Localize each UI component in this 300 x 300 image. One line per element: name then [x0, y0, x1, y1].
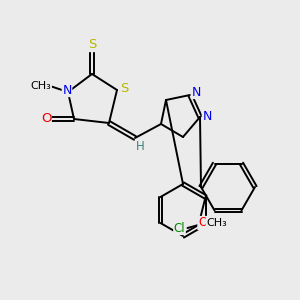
Text: N: N	[202, 110, 212, 124]
Text: S: S	[88, 38, 96, 52]
Text: N: N	[191, 85, 201, 98]
Text: CH₃: CH₃	[31, 81, 51, 91]
Text: O: O	[198, 217, 207, 230]
Text: O: O	[41, 112, 51, 125]
Text: N: N	[62, 83, 72, 97]
Text: H: H	[136, 140, 144, 152]
Text: Cl: Cl	[174, 221, 185, 235]
Text: S: S	[120, 82, 128, 94]
Text: CH₃: CH₃	[206, 218, 227, 228]
